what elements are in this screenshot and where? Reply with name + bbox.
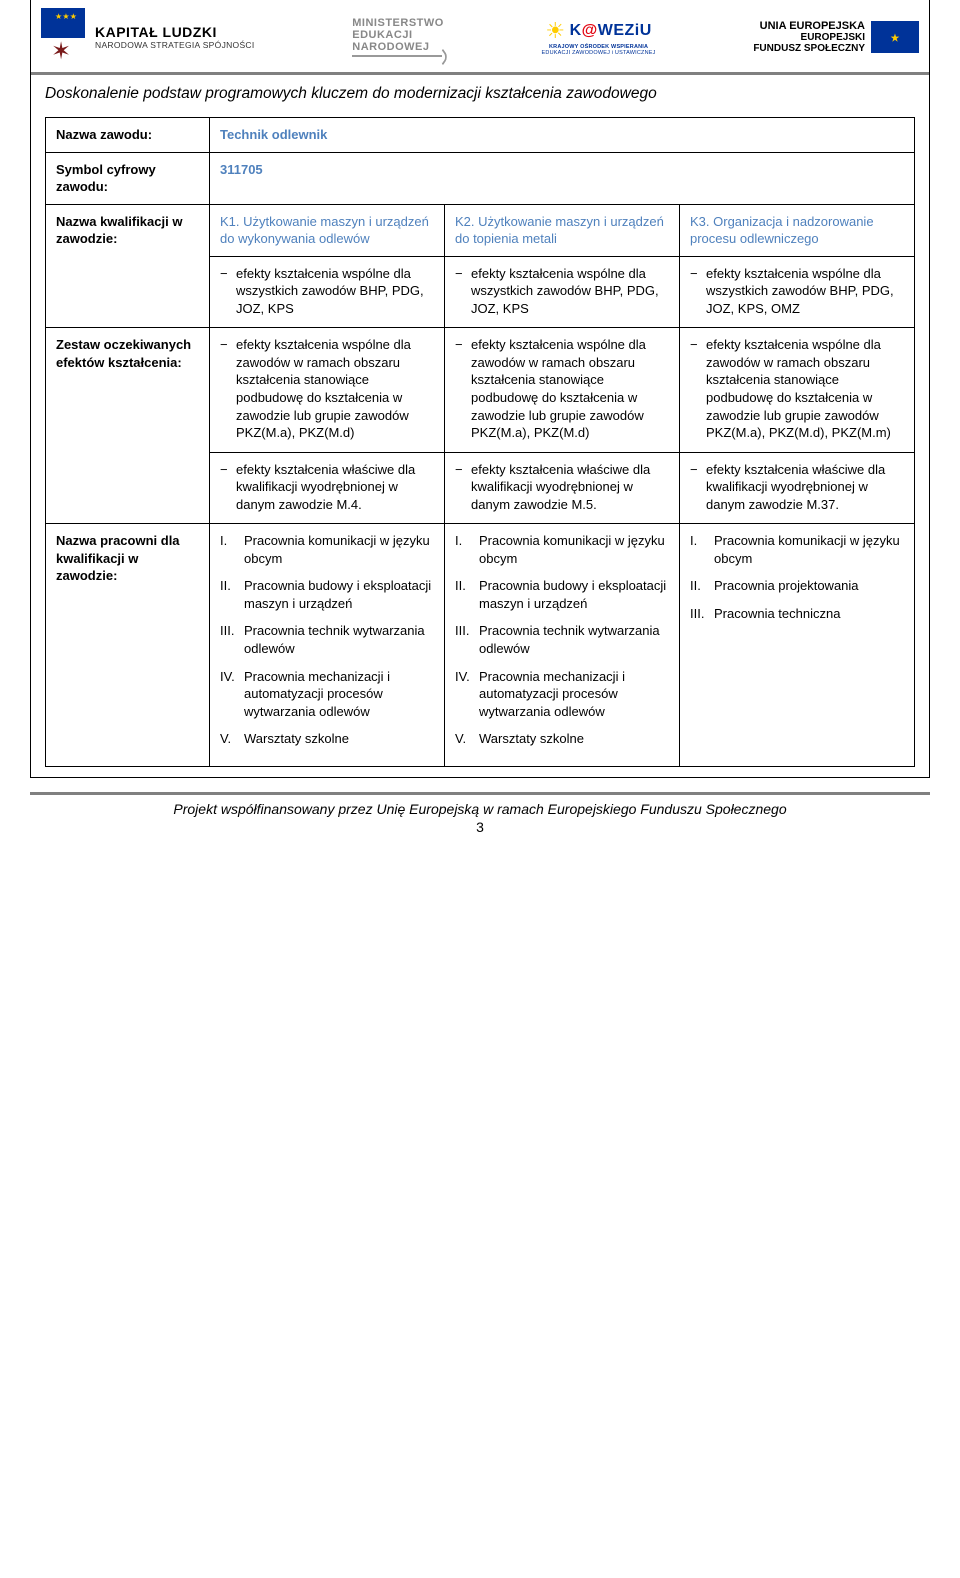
k1-efekty-a: efekty kształcenia wspólne dla wszystkic…: [210, 256, 445, 328]
footer: Projekt współfinansowany przez Unię Euro…: [30, 792, 930, 847]
ue-l2: EUROPEJSKI: [753, 32, 865, 43]
list-item: III.Pracownia technik wytwarzania odlewó…: [479, 622, 669, 657]
list-item: efekty kształcenia wspólne dla wszystkic…: [471, 265, 669, 318]
men-l3: NARODOWEJ: [352, 41, 444, 53]
page-container: ★ ★ ★ ✶ KAPITAŁ LUDZKI NARODOWA STRATEGI…: [30, 0, 930, 778]
k1-efekty-b: efekty kształcenia wspólne dla zawodów w…: [210, 328, 445, 452]
k1-efekty-c: efekty kształcenia właściwe dla kwalifik…: [210, 452, 445, 524]
k3-title: K3. Organizacja i nadzorowanie procesu o…: [680, 204, 915, 256]
sun-icon: ☀: [545, 18, 565, 44]
k1-title: K1. Użytkowanie maszyn i urządzeń do wyk…: [210, 204, 445, 256]
list-item: I.Pracownia komunikacji w języku obcym: [244, 532, 434, 567]
k3-efekty-c: efekty kształcenia właściwe dla kwalifik…: [680, 452, 915, 524]
label-zestaw: Zestaw oczekiwanych efektów kształcenia:: [46, 328, 210, 524]
list-item: V.Warsztaty szkolne: [479, 730, 669, 748]
value-nazwa-zawodu: Technik odlewnik: [210, 118, 915, 153]
k2-efekty-c: efekty kształcenia właściwe dla kwalifik…: [445, 452, 680, 524]
logo-ue: UNIA EUROPEJSKA EUROPEJSKI FUNDUSZ SPOŁE…: [753, 20, 919, 54]
logo-men: MINISTERSTWO EDUKACJI NARODOWEJ: [352, 17, 444, 57]
main-table: Nazwa zawodu: Technik odlewnik Symbol cy…: [45, 117, 915, 767]
koweziu-name: K@WEZiU: [570, 22, 652, 39]
k3-efekty-a: efekty kształcenia wspólne dla wszystkic…: [680, 256, 915, 328]
ue-l3: FUNDUSZ SPOŁECZNY: [753, 43, 865, 54]
list-item: efekty kształcenia wspólne dla zawodów w…: [471, 336, 669, 441]
koweziu-sub2: EDUKACJI ZAWODOWEJ i USTAWICZNEJ: [542, 50, 656, 56]
header-logos: ★ ★ ★ ✶ KAPITAŁ LUDZKI NARODOWA STRATEGI…: [31, 0, 929, 75]
footer-text: Projekt współfinansowany przez Unię Euro…: [30, 801, 930, 817]
kl-sub: NARODOWA STRATEGIA SPÓJNOŚCI: [95, 40, 255, 50]
list-item: efekty kształcenia właściwe dla kwalifik…: [706, 461, 904, 514]
logo-kapital-ludzki: ★ ★ ★ ✶ KAPITAŁ LUDZKI NARODOWA STRATEGI…: [41, 8, 255, 66]
list-item: II.Pracownia projektowania: [714, 577, 904, 595]
k2-pracownie: I.Pracownia komunikacji w języku obcym I…: [445, 524, 680, 766]
list-item: efekty kształcenia wspólne dla zawodów w…: [706, 336, 904, 441]
kl-title: KAPITAŁ LUDZKI: [95, 24, 255, 40]
men-l2: EDUKACJI: [352, 29, 444, 41]
list-item: efekty kształcenia właściwe dla kwalifik…: [471, 461, 669, 514]
men-underline-icon: [352, 55, 442, 57]
k2-efekty-a: efekty kształcenia wspólne dla wszystkic…: [445, 256, 680, 328]
k3-pracownie: I.Pracownia komunikacji w języku obcym I…: [680, 524, 915, 766]
k1-pracownie: I.Pracownia komunikacji w języku obcym I…: [210, 524, 445, 766]
kl-emblem-icon: ★ ★ ★ ✶: [41, 8, 87, 66]
list-item: I.Pracownia komunikacji w języku obcym: [479, 532, 669, 567]
k3-efekty-b: efekty kształcenia wspólne dla zawodów w…: [680, 328, 915, 452]
men-l1: MINISTERSTWO: [352, 17, 444, 29]
list-item: IV.Pracownia mechanizacji i automatyzacj…: [244, 668, 434, 721]
list-item: efekty kształcenia wspólne dla zawodów w…: [236, 336, 434, 441]
k2-efekty-b: efekty kształcenia wspólne dla zawodów w…: [445, 328, 680, 452]
label-pracownia: Nazwa pracowni dla kwalifikacji w zawodz…: [46, 524, 210, 766]
list-item: efekty kształcenia wspólne dla wszystkic…: [236, 265, 434, 318]
label-nazwa-zawodu: Nazwa zawodu:: [46, 118, 210, 153]
content: Nazwa zawodu: Technik odlewnik Symbol cy…: [31, 117, 929, 777]
label-symbol: Symbol cyfrowy zawodu:: [46, 152, 210, 204]
list-item: efekty kształcenia wspólne dla wszystkic…: [706, 265, 904, 318]
list-item: II.Pracownia budowy i eksploatacji maszy…: [244, 577, 434, 612]
logo-koweziu: ☀ K@WEZiU KRAJOWY OŚRODEK WSPIERANIA EDU…: [542, 18, 656, 56]
eu-flag-icon: ⭑: [871, 21, 919, 53]
ue-l1: UNIA EUROPEJSKA: [753, 20, 865, 32]
list-item: I.Pracownia komunikacji w języku obcym: [714, 532, 904, 567]
list-item: III.Pracownia technik wytwarzania odlewó…: [244, 622, 434, 657]
k2-title: K2. Użytkowanie maszyn i urządzeń do top…: [445, 204, 680, 256]
project-subtitle: Doskonalenie podstaw programowych klucze…: [31, 75, 929, 117]
label-nazwa-kwal: Nazwa kwalifikacji w zawodzie:: [46, 204, 210, 328]
list-item: III.Pracownia techniczna: [714, 605, 904, 623]
value-symbol: 311705: [210, 152, 915, 204]
page-number: 3: [30, 819, 930, 835]
list-item: II.Pracownia budowy i eksploatacji maszy…: [479, 577, 669, 612]
list-item: IV.Pracownia mechanizacji i automatyzacj…: [479, 668, 669, 721]
list-item: efekty kształcenia właściwe dla kwalifik…: [236, 461, 434, 514]
list-item: V.Warsztaty szkolne: [244, 730, 434, 748]
